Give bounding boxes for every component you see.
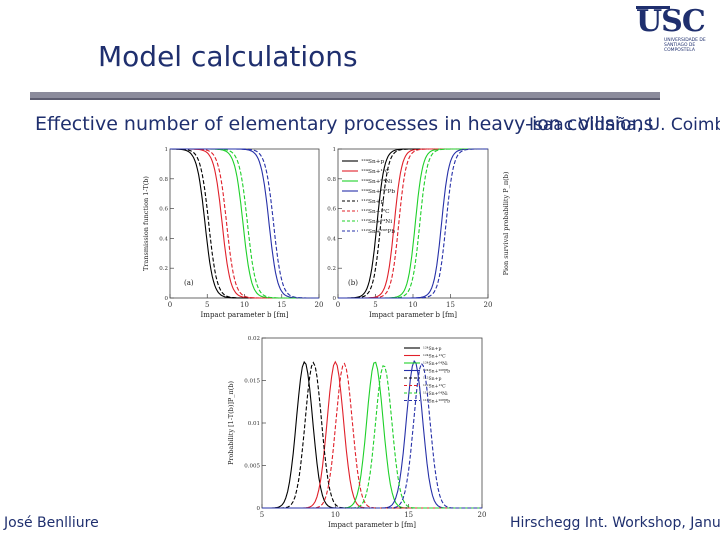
x-tick-label: 10	[409, 301, 418, 309]
legend-label: ¹¹²Sn+²⁰⁸Pb	[361, 228, 395, 235]
series-curve	[170, 148, 319, 299]
x-tick-label: 10	[331, 511, 340, 519]
series-curve	[170, 148, 319, 299]
x-tick-label: 15	[446, 301, 455, 309]
legend-label: ¹²⁴Sn+p	[423, 346, 441, 352]
y-tick-label: 0.6	[327, 207, 336, 213]
x-axis-label: Impact parameter b [fm]	[201, 311, 289, 319]
logo-text: USC	[636, 4, 706, 39]
series-curve	[170, 148, 319, 299]
series-curve	[338, 148, 488, 299]
legend-label: ¹¹²Sn+p	[361, 198, 385, 205]
legend-label: ¹¹²Sn+¹²C	[423, 384, 446, 390]
legend-label: ¹²⁴Sn+²⁰⁸Pb	[361, 188, 395, 195]
x-tick-label: 20	[315, 301, 324, 309]
y-tick-label: 1	[333, 147, 337, 153]
y-tick-label: 0.2	[159, 266, 168, 272]
series-curve	[170, 148, 319, 299]
series-curve	[262, 360, 482, 509]
footer-author: José Benlliure	[4, 515, 99, 531]
logo-bar	[636, 6, 670, 9]
x-tick-label: 20	[478, 511, 487, 519]
footer-event: Hirschegg Int. Workshop, Janua	[510, 515, 720, 531]
y-tick-label: 0.02	[248, 336, 260, 342]
x-tick-label: 20	[484, 301, 493, 309]
y-axis-label: Probability [1-T(b)]P_π(b)	[227, 381, 235, 466]
y-axis-label: Transmission function 1-T(b)	[142, 176, 150, 271]
y-tick-label: 0.8	[327, 177, 336, 183]
y-tick-label: 0.6	[159, 207, 168, 213]
y-tick-label: 0.4	[159, 236, 168, 242]
x-tick-label: 0	[168, 301, 172, 309]
y-tick-label: 0.005	[244, 464, 260, 470]
legend-label: ¹¹²Sn+¹²C	[361, 208, 390, 215]
y-tick-label: 0	[257, 506, 261, 512]
legend-label: ¹²⁴Sn+p	[361, 158, 385, 165]
y-tick-label: 0	[165, 296, 169, 302]
usc-logo: USC UNIVERSIDADE DE SANTIAGO DE COMPOSTE…	[636, 4, 714, 56]
chart-panel-3: 5 10 15 20 0 0.005 0.01 0.015 0.02 Impact paramet…	[227, 336, 486, 529]
x-axis-label: Impact parameter b [fm]	[369, 311, 457, 319]
series-curve	[170, 148, 319, 299]
x-tick-label: 15	[404, 511, 413, 519]
y-tick-label: 0.8	[159, 177, 168, 183]
legend-label: ¹²⁴Sn+²⁰⁸Pb	[423, 369, 450, 375]
legend-label: ¹¹²Sn+²⁰⁸Pb	[423, 399, 450, 405]
x-tick-label: 5	[260, 511, 264, 519]
series-curve	[170, 148, 319, 299]
legend-label: ¹¹²Sn+⁶⁴Ni	[361, 218, 392, 225]
legend-label: ¹²⁴Sn+⁶⁴Ni	[423, 361, 448, 367]
x-tick-label: 5	[373, 301, 377, 309]
plot-frame	[169, 148, 320, 299]
legend-label: ¹²⁴Sn+¹²C	[423, 354, 446, 360]
chart-panel-2: 0 5 10 15 20 0 0.2 0.4 0.6 0.8 1 Impact parameter b…	[327, 147, 510, 319]
y-tick-label: 0.2	[327, 266, 336, 272]
panel-label: (a)	[184, 279, 194, 287]
x-tick-label: 5	[205, 301, 209, 309]
title-divider	[30, 92, 660, 98]
x-tick-label: 0	[336, 301, 340, 309]
y-tick-label: 0.01	[248, 421, 260, 427]
plot-frame	[261, 337, 483, 509]
logo-small-text: UNIVERSIDADE DE SANTIAGO DE COMPOSTELA	[664, 38, 706, 53]
series-curve	[262, 362, 482, 509]
y-axis-label: Pion survival probability P_π(b)	[502, 171, 510, 275]
series-curve	[338, 148, 488, 299]
slide-subtitle-overlap: Isaac Vidaña, U. Coimb	[529, 115, 720, 135]
y-tick-label: 0.015	[244, 379, 260, 385]
y-tick-label: 1	[165, 147, 169, 153]
x-tick-label: 10	[240, 301, 249, 309]
slide-subtitle: Effective number of elementary processes…	[35, 113, 654, 135]
y-tick-label: 0.4	[327, 236, 336, 242]
legend-label: ¹²⁴Sn+⁶⁴Ni	[361, 178, 392, 185]
series-curve	[170, 148, 319, 299]
panel-label: (b)	[348, 279, 358, 287]
legend-label: ¹²⁴Sn+¹²C	[361, 168, 390, 175]
chart-panel-1: 0 5 10 15 20 0 0.2 0.4 0.6 0.8 1 Impact parameter b…	[142, 147, 323, 319]
legend-label: ¹¹²Sn+⁶⁴Ni	[423, 391, 448, 397]
legend-label: ¹¹²Sn+p	[423, 376, 441, 382]
series-curve	[170, 148, 319, 299]
x-tick-label: 15	[277, 301, 286, 309]
x-axis-label: Impact parameter b [fm]	[328, 521, 416, 529]
slide-title: Model calculations	[98, 40, 358, 73]
y-tick-label: 0	[333, 296, 337, 302]
